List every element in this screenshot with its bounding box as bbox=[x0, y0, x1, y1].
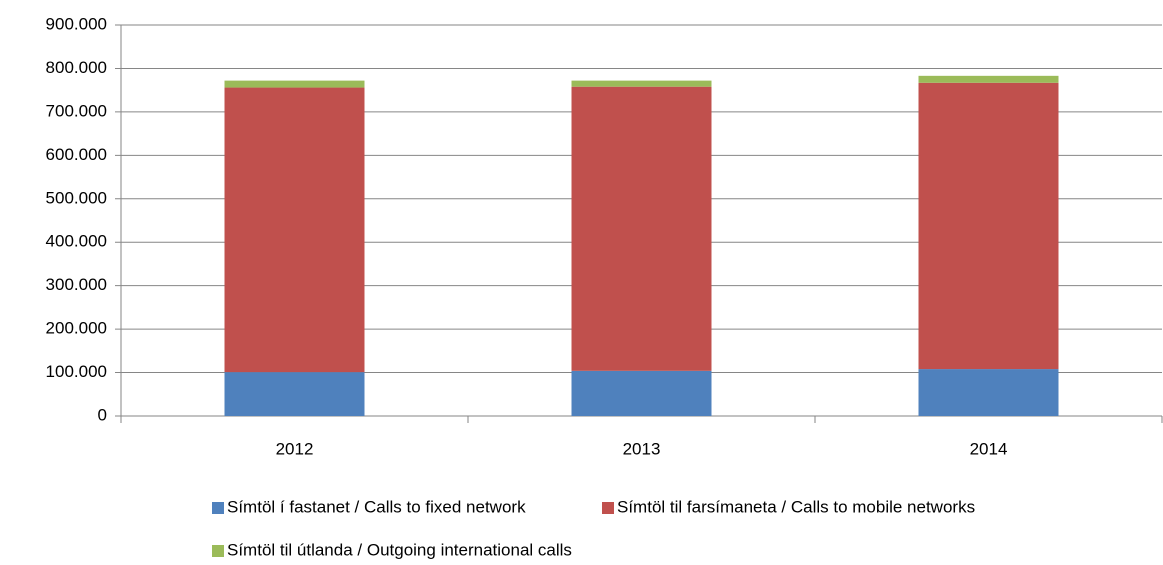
y-tick-label: 600.000 bbox=[46, 145, 107, 164]
y-tick-label: 700.000 bbox=[46, 101, 107, 120]
bar-segment bbox=[224, 372, 365, 416]
y-tick-label: 900.000 bbox=[46, 14, 107, 33]
bar-segment bbox=[571, 86, 712, 371]
legend-label: Símtöl til farsímaneta / Calls to mobile… bbox=[617, 497, 975, 516]
bar-segment bbox=[224, 87, 365, 373]
x-tick-label: 2014 bbox=[970, 439, 1008, 458]
y-tick-label: 400.000 bbox=[46, 232, 107, 251]
x-tick-label: 2012 bbox=[276, 439, 314, 458]
y-tick-label: 200.000 bbox=[46, 319, 107, 338]
bar-segment bbox=[918, 75, 1059, 83]
bar-segment bbox=[224, 80, 365, 88]
y-tick-label: 100.000 bbox=[46, 362, 107, 381]
y-tick-label: 500.000 bbox=[46, 188, 107, 207]
y-tick-label: 300.000 bbox=[46, 275, 107, 294]
legend-swatch bbox=[212, 502, 224, 514]
bar-segment bbox=[571, 370, 712, 416]
bar-segment bbox=[571, 80, 712, 87]
legend-swatch bbox=[212, 545, 224, 557]
y-tick-label: 800.000 bbox=[46, 58, 107, 77]
legend-label: Símtöl í fastanet / Calls to fixed netwo… bbox=[227, 497, 526, 516]
bar-segment bbox=[918, 82, 1059, 370]
bar-segment bbox=[918, 369, 1059, 416]
y-tick-label: 0 bbox=[98, 405, 107, 424]
x-tick-label: 2013 bbox=[623, 439, 661, 458]
legend-swatch bbox=[602, 502, 614, 514]
legend-label: Símtöl til útlanda / Outgoing internatio… bbox=[227, 540, 572, 559]
